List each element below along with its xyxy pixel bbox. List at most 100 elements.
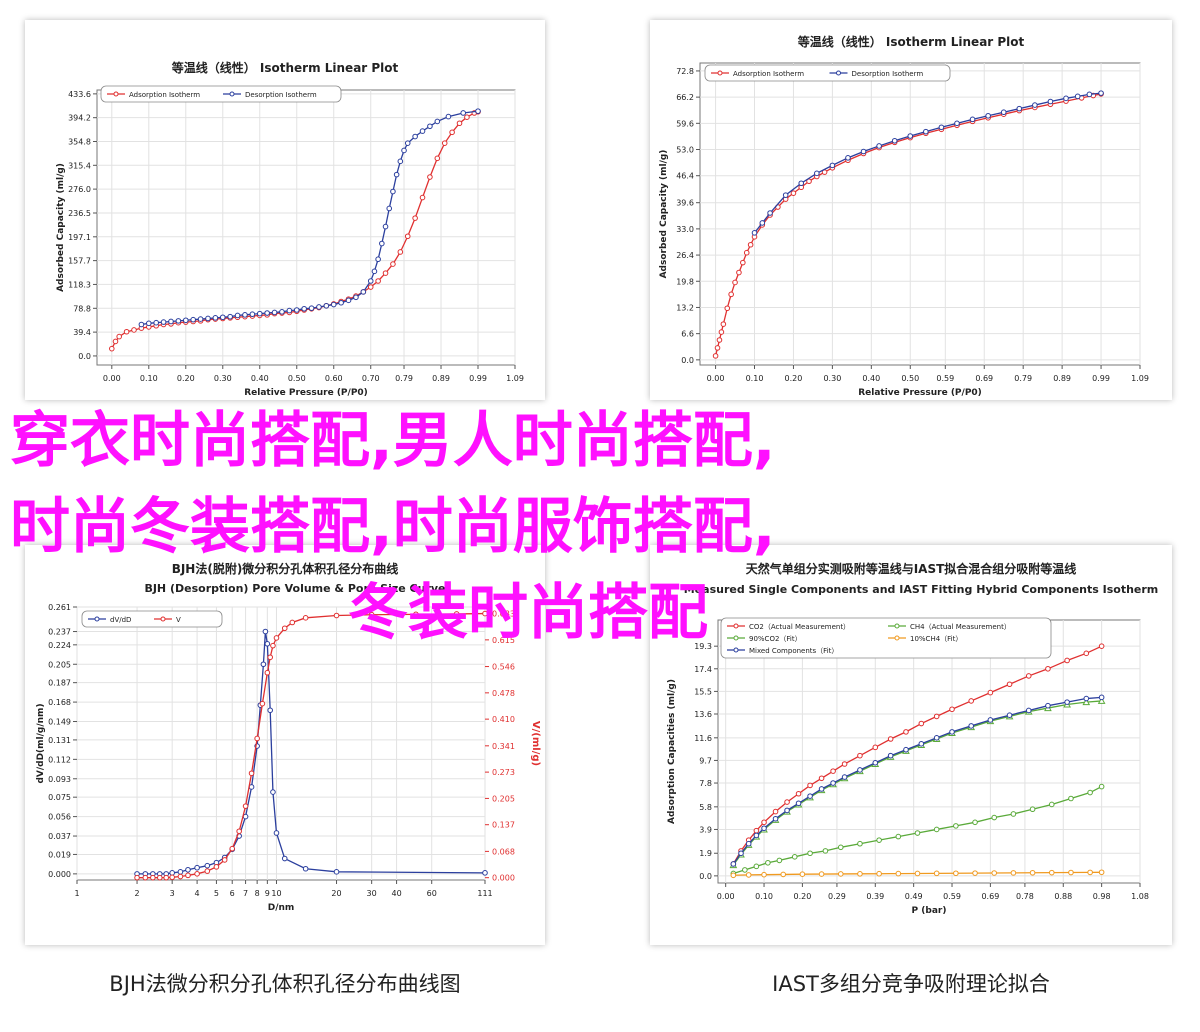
y-axis-label: dV/dD(ml/g/nm) bbox=[36, 703, 46, 783]
data-point bbox=[401, 147, 407, 154]
x-axis-label: D/nm bbox=[268, 903, 295, 913]
x-tick-label: 0.40 bbox=[862, 374, 880, 383]
data-point bbox=[903, 729, 909, 735]
data-point bbox=[264, 310, 270, 316]
legend-marker bbox=[717, 70, 723, 76]
data-point bbox=[1048, 801, 1055, 808]
data-point bbox=[1010, 811, 1017, 817]
data-point bbox=[730, 861, 737, 867]
data-point bbox=[116, 333, 122, 340]
data-point bbox=[397, 249, 404, 255]
data-point bbox=[197, 316, 204, 322]
data-point bbox=[949, 729, 955, 735]
data-point bbox=[153, 319, 159, 326]
y-tick-label: 157.7 bbox=[68, 257, 91, 266]
data-point bbox=[112, 338, 119, 345]
data-point bbox=[390, 188, 396, 195]
data-point bbox=[413, 611, 419, 618]
y-tick-label: 15.5 bbox=[694, 687, 712, 696]
y-tick-label: 1.9 bbox=[699, 849, 712, 858]
data-point bbox=[182, 317, 189, 324]
y-tick-label: 26.4 bbox=[676, 251, 694, 260]
data-point bbox=[270, 642, 276, 649]
overlay-line-1: 穿衣时尚搭配,男人时尚搭配, bbox=[10, 406, 776, 476]
data-point bbox=[830, 768, 836, 774]
legend-label: Adsorption Isotherm bbox=[129, 91, 200, 99]
data-point bbox=[728, 291, 734, 298]
data-point bbox=[382, 270, 389, 276]
data-point bbox=[194, 864, 200, 871]
data-point bbox=[333, 869, 340, 875]
data-point bbox=[895, 870, 902, 877]
data-point bbox=[175, 318, 182, 324]
data-point bbox=[371, 268, 378, 275]
y-tick-label: 0.037 bbox=[48, 832, 71, 841]
data-point bbox=[185, 872, 191, 879]
data-point bbox=[219, 314, 226, 321]
data-point bbox=[814, 170, 820, 177]
data-point bbox=[262, 628, 269, 635]
x-tick-label: 0.30 bbox=[823, 374, 841, 383]
data-point bbox=[799, 871, 806, 877]
x-tick-label: 30 bbox=[367, 889, 377, 898]
x-axis-label: Relative Pressure (P/P0) bbox=[244, 388, 368, 398]
x-tick-label: 0.69 bbox=[981, 892, 999, 901]
data-point bbox=[933, 735, 940, 741]
legend-marker bbox=[160, 616, 166, 622]
iast-fitting-plot: 天然气单组分实测吸附等温线与IAST拟合混合组分吸附等温线 Measured Si… bbox=[667, 561, 1158, 916]
data-point bbox=[464, 114, 470, 120]
data-point bbox=[818, 786, 825, 792]
data-point bbox=[427, 174, 433, 180]
x-tick-label: 10 bbox=[271, 889, 281, 898]
data-point bbox=[872, 760, 879, 766]
data-point bbox=[1097, 696, 1106, 704]
data-point bbox=[753, 832, 760, 839]
data-point bbox=[286, 307, 293, 314]
data-point bbox=[163, 874, 169, 881]
data-point bbox=[1000, 109, 1007, 116]
data-point bbox=[160, 319, 167, 325]
data-point bbox=[345, 297, 352, 304]
x-tick-label: 0.50 bbox=[288, 374, 306, 383]
y2-tick-label: 0.205 bbox=[492, 794, 515, 803]
data-point bbox=[475, 108, 481, 114]
y-tick-label: 53.0 bbox=[676, 146, 694, 155]
data-point bbox=[259, 700, 266, 707]
y-tick-label: 0.112 bbox=[48, 755, 71, 764]
y-tick-label: 19.3 bbox=[694, 642, 712, 651]
data-point bbox=[273, 635, 280, 641]
data-point bbox=[772, 815, 779, 822]
data-point bbox=[887, 736, 894, 742]
data-point bbox=[714, 345, 721, 351]
x-axis-label: P (bar) bbox=[912, 906, 947, 916]
legend-label: Desorption Isotherm bbox=[245, 91, 317, 99]
y-tick-label: 6.6 bbox=[681, 330, 694, 339]
data-point bbox=[368, 611, 375, 618]
data-point bbox=[302, 865, 309, 872]
y2-tick-label: 0.683 bbox=[492, 610, 515, 619]
data-point bbox=[264, 641, 271, 647]
data-point bbox=[745, 840, 752, 847]
data-point bbox=[1083, 650, 1090, 657]
y-axis-label: Adsorption Capacities (ml/g) bbox=[667, 679, 677, 824]
data-point bbox=[281, 625, 288, 632]
data-point bbox=[213, 864, 220, 870]
data-point bbox=[914, 870, 921, 877]
data-point bbox=[482, 610, 488, 617]
x-tick-label: 0.00 bbox=[103, 374, 121, 383]
data-point bbox=[765, 859, 771, 866]
y-tick-label: 0.205 bbox=[48, 660, 71, 669]
data-point bbox=[254, 735, 260, 742]
data-point bbox=[397, 158, 404, 165]
y-tick-label: 46.4 bbox=[676, 172, 694, 181]
data-point bbox=[712, 353, 719, 359]
y-tick-label: 0.000 bbox=[48, 870, 71, 879]
data-point bbox=[987, 717, 994, 723]
plot-area bbox=[96, 89, 516, 366]
data-point bbox=[190, 316, 196, 323]
data-point bbox=[445, 113, 452, 120]
legend-label: 90%CO2（Fit） bbox=[749, 635, 802, 643]
data-point bbox=[382, 223, 389, 230]
x-tick-label: 0.99 bbox=[1092, 374, 1110, 383]
data-point bbox=[791, 854, 798, 860]
